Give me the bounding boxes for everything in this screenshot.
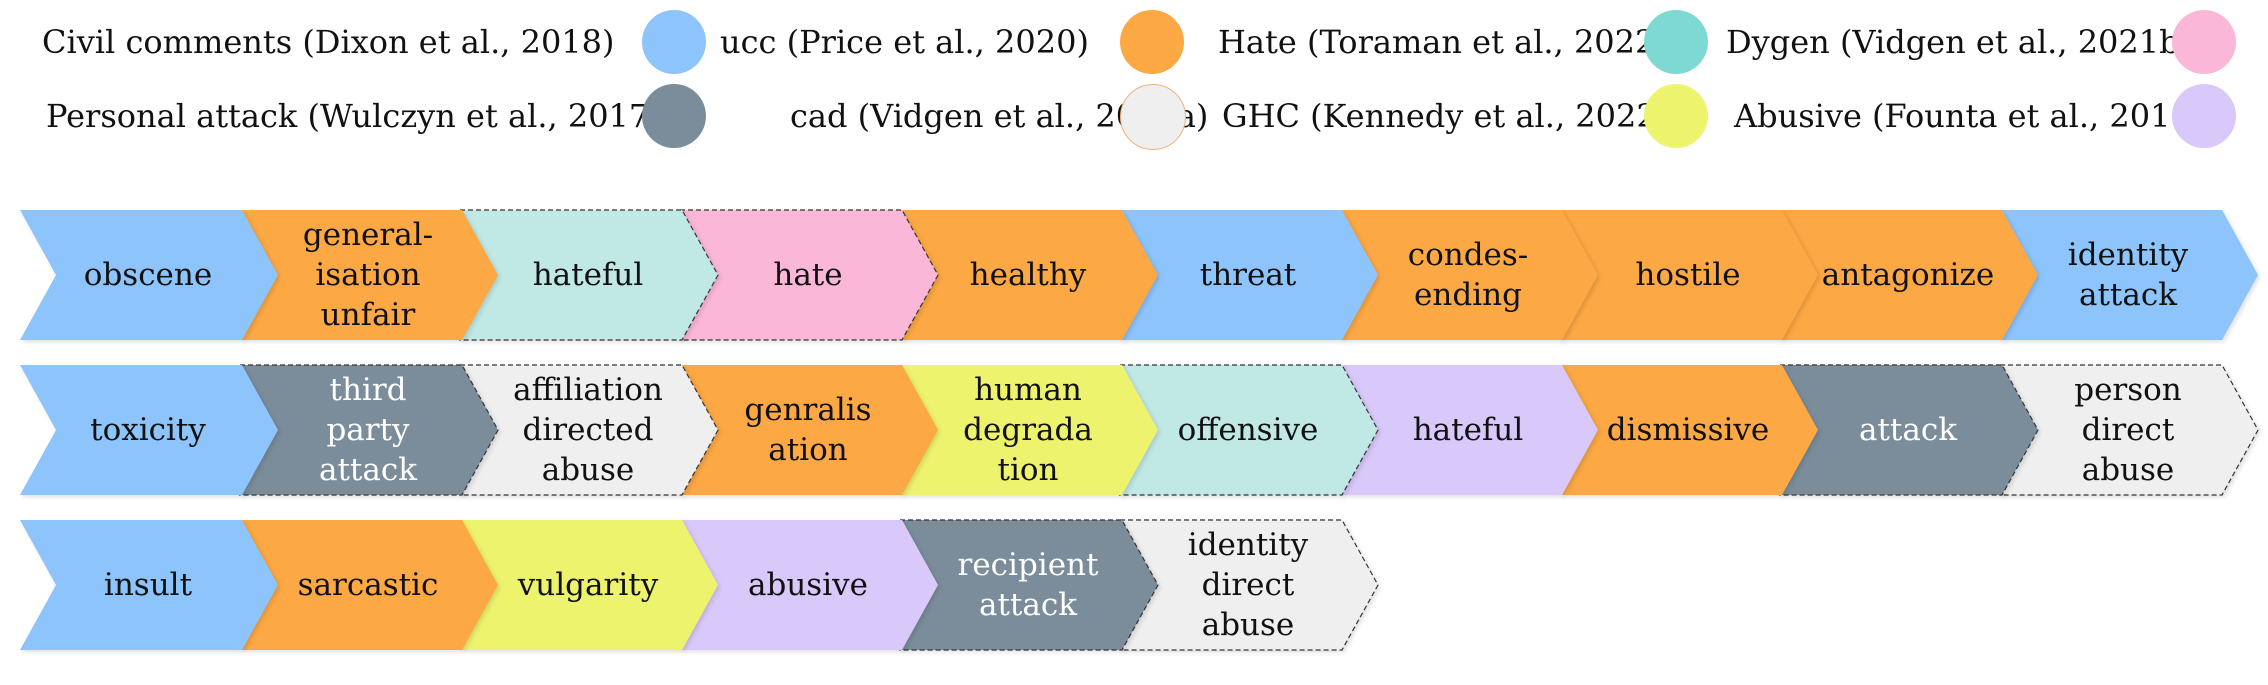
chevron-label: offensive	[1177, 412, 1319, 448]
chevron-label: toxicity	[90, 412, 206, 448]
category-chevron: obscene	[20, 210, 278, 340]
chevron-shape	[20, 210, 278, 340]
category-chevron: hateful	[1340, 365, 1598, 495]
chevron-label: condes- ending	[1407, 237, 1529, 313]
chevron-label: hateful	[532, 257, 644, 293]
legend-swatch	[1120, 10, 1184, 74]
legend-swatch	[2172, 84, 2236, 148]
chevron-label: genralis ation	[744, 392, 872, 468]
category-chevron: sarcastic	[240, 520, 498, 650]
category-chevron: human degrada tion	[900, 365, 1158, 495]
chevron-label: obscene	[83, 257, 213, 293]
chevron-label: general- isation unfair	[302, 217, 434, 333]
chevron-label: hostile	[1635, 257, 1741, 293]
chevron-label: identity direct abuse	[1187, 527, 1309, 643]
chevron-shape	[1560, 365, 1818, 495]
chevron-shape	[1340, 365, 1598, 495]
legend-label: ucc (Price et al., 2020)	[720, 23, 1089, 61]
category-chevron: third party attack	[238, 364, 499, 496]
chevron-shape	[20, 365, 278, 495]
chevron-label: healthy	[969, 257, 1087, 293]
legend-label: Dygen (Vidgen et al., 2021b)	[1726, 23, 2193, 61]
legend-swatch	[1644, 84, 1708, 148]
chevron-label: hateful	[1412, 412, 1524, 448]
chevron-label: third party attack	[318, 372, 418, 488]
chevron-label: person direct abuse	[2074, 372, 2182, 488]
chevron-shape	[1560, 210, 1818, 340]
legend-label: Personal attack (Wulczyn et al., 2017)	[46, 97, 662, 135]
chevron-label: hate	[773, 257, 843, 293]
category-chevron: insult	[20, 520, 278, 650]
chevron-label: affiliation directed abuse	[513, 372, 663, 488]
chevron-shape	[1340, 210, 1598, 340]
category-chevron: healthy	[900, 210, 1158, 340]
category-chevron: dismissive	[1560, 365, 1818, 495]
chevron-label: dismissive	[1606, 412, 1770, 448]
chevron-label: threat	[1199, 257, 1297, 293]
chevron-shape	[20, 520, 278, 650]
category-chevron: condes- ending	[1340, 210, 1598, 340]
chevron-shape	[2000, 210, 2258, 340]
category-chevron: hateful	[458, 209, 719, 341]
category-chevron: antagonize	[1780, 210, 2038, 340]
chevron-shape	[460, 520, 718, 650]
category-chevron: abusive	[680, 520, 938, 650]
chevron-shape	[1780, 210, 2038, 340]
category-chevron: genralis ation	[680, 365, 938, 495]
chevron-shape	[1120, 210, 1378, 340]
category-chevron: attack	[1778, 364, 2039, 496]
legend-swatch	[1644, 10, 1708, 74]
category-chevron: general- isation unfair	[240, 210, 498, 340]
legend-label: Abusive (Founta et al., 2018)	[1734, 97, 2204, 135]
category-chevron: affiliation directed abuse	[458, 364, 719, 496]
chevron-label: human degrada tion	[963, 372, 1093, 488]
category-chevron: hostile	[1560, 210, 1818, 340]
chevron-label: antagonize	[1821, 257, 1995, 293]
chevron-label: vulgarity	[517, 567, 659, 603]
category-chevron: threat	[1120, 210, 1378, 340]
chevron-shape	[240, 520, 498, 650]
legend-label: Hate (Toraman et al., 2022)	[1218, 23, 1668, 61]
category-chevron: hate	[678, 209, 939, 341]
category-chevron: vulgarity	[460, 520, 718, 650]
category-chevron: identity direct abuse	[1118, 519, 1379, 651]
category-chevron: offensive	[1118, 364, 1379, 496]
legend-swatch	[642, 84, 706, 148]
chevron-label: abusive	[748, 567, 868, 603]
chevron-label: recipient attack	[957, 547, 1099, 623]
chevron-label: attack	[1858, 412, 1958, 448]
chevron-shape	[680, 520, 938, 650]
chevron-shape	[680, 365, 938, 495]
chevron-shape	[900, 210, 1158, 340]
category-chevron: identity attack	[2000, 210, 2258, 340]
legend-swatch	[642, 10, 706, 74]
category-chevron: toxicity	[20, 365, 278, 495]
legend-label: Civil comments (Dixon et al., 2018)	[42, 23, 615, 61]
legend-swatch	[1120, 84, 1186, 150]
chevron-label: insult	[103, 567, 193, 603]
chevron-shape	[240, 210, 498, 340]
chevron-shape	[900, 365, 1158, 495]
chevron-label: identity attack	[2067, 237, 2189, 313]
category-chevron: recipient attack	[898, 519, 1159, 651]
chevron-label: sarcastic	[297, 567, 439, 603]
category-chevron: person direct abuse	[1998, 364, 2259, 496]
legend-swatch	[2172, 10, 2236, 74]
legend-label: GHC (Kennedy et al., 2022)	[1222, 97, 1670, 135]
